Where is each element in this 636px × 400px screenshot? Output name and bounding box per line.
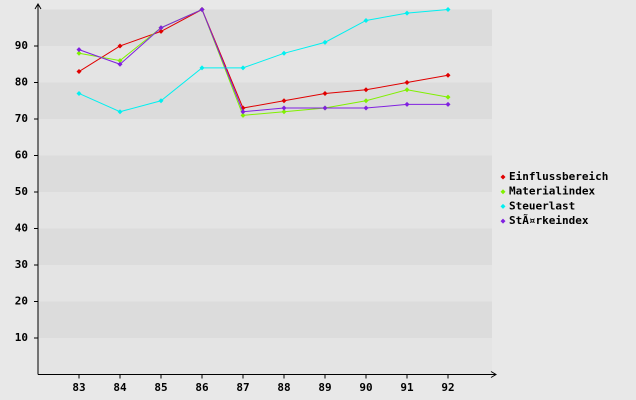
grid-band bbox=[38, 338, 492, 375]
grid-band bbox=[38, 9, 492, 46]
legend-label: Steuerlast bbox=[509, 199, 575, 212]
data-point bbox=[76, 50, 82, 56]
y-axis-arrow bbox=[34, 3, 42, 10]
series-line bbox=[78, 8, 449, 109]
x-tick-label: 91 bbox=[400, 381, 414, 394]
y-tick-label: 10 bbox=[15, 331, 28, 344]
y-tick-label: 20 bbox=[15, 295, 28, 308]
y-tick-label: 40 bbox=[15, 222, 28, 235]
data-point bbox=[158, 28, 164, 34]
x-tick-label: 87 bbox=[236, 381, 249, 394]
data-point bbox=[404, 10, 410, 16]
data-point bbox=[199, 7, 205, 12]
legend-marker bbox=[500, 203, 506, 209]
data-point bbox=[76, 47, 82, 53]
data-point bbox=[363, 105, 369, 111]
legend-label: StÃ¤rkeindex bbox=[509, 214, 589, 227]
grid-band bbox=[38, 301, 492, 338]
data-point bbox=[281, 109, 287, 115]
grid-band bbox=[38, 228, 492, 265]
x-tick-label: 90 bbox=[359, 381, 372, 394]
y-tick-label: 90 bbox=[15, 39, 28, 52]
data-point bbox=[404, 80, 410, 85]
data-point bbox=[240, 65, 246, 71]
data-point bbox=[199, 65, 205, 71]
data-point bbox=[445, 94, 451, 100]
data-point bbox=[117, 58, 123, 64]
data-point bbox=[117, 61, 123, 67]
legend-label: Materialindex bbox=[509, 185, 595, 198]
data-point bbox=[281, 98, 287, 104]
data-point bbox=[445, 72, 451, 78]
data-point bbox=[363, 87, 369, 93]
data-point bbox=[322, 90, 328, 96]
data-point bbox=[240, 109, 246, 115]
data-point bbox=[76, 90, 82, 96]
grid-band bbox=[38, 155, 492, 192]
data-point bbox=[445, 7, 451, 12]
legend-marker bbox=[500, 174, 506, 180]
x-tick-label: 86 bbox=[195, 381, 209, 394]
x-axis-arrow bbox=[490, 371, 497, 378]
legend-marker bbox=[500, 218, 506, 224]
data-point bbox=[322, 105, 328, 111]
data-point bbox=[363, 98, 369, 104]
data-point bbox=[363, 17, 369, 23]
x-tick-label: 89 bbox=[318, 381, 331, 394]
data-point bbox=[404, 101, 410, 107]
x-tick-label: 92 bbox=[441, 381, 454, 394]
data-point bbox=[158, 25, 164, 31]
legend-marker bbox=[500, 189, 506, 195]
y-tick-label: 50 bbox=[15, 185, 28, 198]
y-tick-label: 30 bbox=[15, 258, 28, 271]
x-tick-label: 88 bbox=[277, 381, 290, 394]
data-point bbox=[240, 112, 246, 118]
series-line bbox=[78, 8, 449, 116]
data-point bbox=[281, 50, 287, 56]
x-tick-label: 84 bbox=[113, 381, 127, 394]
series-line bbox=[78, 8, 448, 113]
data-point bbox=[404, 87, 410, 93]
data-point bbox=[76, 69, 82, 75]
data-point bbox=[117, 43, 123, 49]
grid-band bbox=[38, 46, 492, 83]
data-point bbox=[281, 105, 287, 111]
x-tick-label: 83 bbox=[72, 381, 85, 394]
x-tick-label: 85 bbox=[154, 381, 167, 394]
grid-band bbox=[38, 119, 492, 156]
legend-label: Einflussbereich bbox=[509, 170, 608, 183]
y-tick-label: 60 bbox=[15, 149, 28, 162]
grid-band bbox=[38, 265, 492, 302]
data-point bbox=[158, 98, 164, 104]
y-tick-label: 70 bbox=[15, 112, 28, 125]
y-tick-label: 80 bbox=[15, 76, 28, 89]
data-point bbox=[445, 101, 451, 107]
data-point bbox=[117, 109, 123, 115]
series-line bbox=[78, 9, 449, 113]
grid-band bbox=[38, 192, 492, 229]
data-point bbox=[322, 39, 328, 45]
